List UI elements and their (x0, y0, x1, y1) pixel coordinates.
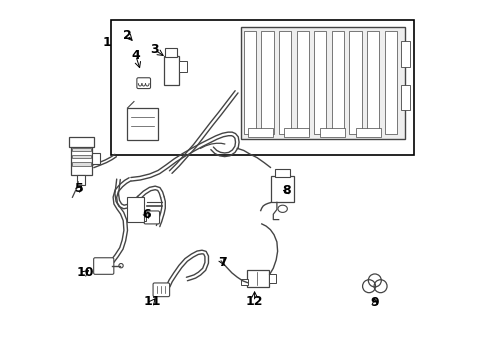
Bar (384, 31, 396, 134)
Bar (261, 31, 273, 134)
Bar (127, 197, 143, 222)
Bar (92, 153, 100, 164)
Bar (72, 148, 91, 151)
Text: 9: 9 (370, 296, 378, 309)
Bar (400, 41, 409, 67)
Bar (279, 31, 291, 134)
Text: 10: 10 (77, 266, 94, 279)
Bar (247, 270, 268, 287)
Bar (69, 137, 94, 147)
Bar (163, 56, 178, 85)
Bar (320, 128, 345, 137)
Text: 6: 6 (142, 208, 151, 221)
Bar (296, 31, 308, 134)
FancyBboxPatch shape (94, 258, 114, 274)
Bar (178, 61, 186, 72)
Bar (331, 31, 344, 134)
Bar (77, 175, 85, 185)
Bar (111, 20, 413, 155)
Text: 7: 7 (218, 256, 227, 269)
Bar (241, 27, 404, 139)
Text: 4: 4 (131, 49, 140, 62)
Bar (71, 146, 92, 175)
Bar (165, 48, 177, 57)
FancyBboxPatch shape (144, 211, 159, 224)
Bar (313, 31, 326, 134)
Bar (355, 128, 381, 137)
Text: 5: 5 (74, 183, 83, 195)
Text: 12: 12 (245, 295, 263, 308)
Text: 8: 8 (282, 184, 291, 197)
Bar (268, 274, 276, 283)
Bar (275, 169, 289, 177)
Bar (348, 31, 361, 134)
Bar (140, 213, 146, 221)
Bar (271, 176, 293, 202)
Bar (244, 31, 256, 134)
Bar (241, 279, 247, 285)
FancyBboxPatch shape (153, 283, 169, 297)
Bar (366, 31, 379, 134)
Bar (72, 155, 91, 158)
Bar (127, 108, 158, 140)
Bar (284, 128, 309, 137)
FancyBboxPatch shape (137, 78, 150, 89)
Text: 1: 1 (102, 36, 111, 49)
Bar (72, 162, 91, 166)
Text: 11: 11 (143, 295, 161, 308)
Text: 2: 2 (123, 29, 132, 42)
Text: 3: 3 (150, 43, 159, 56)
Bar (247, 128, 273, 137)
Bar (400, 85, 409, 110)
